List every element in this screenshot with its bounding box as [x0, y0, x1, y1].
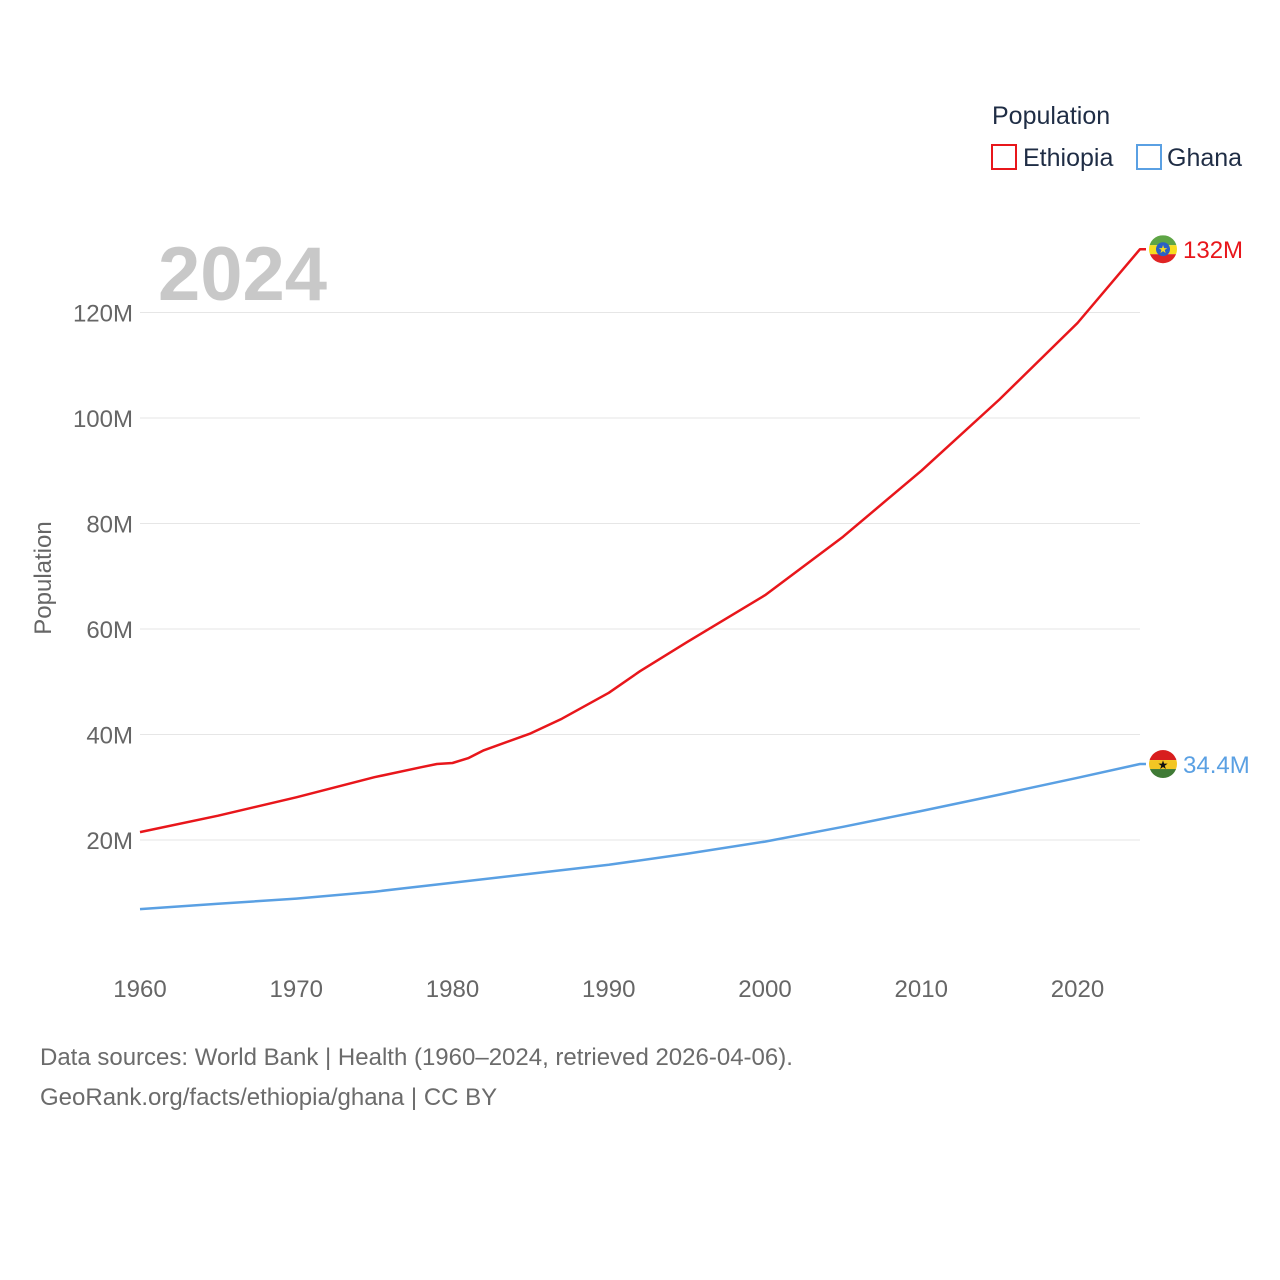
- data-sources-note: Data sources: World Bank | Health (1960–…: [40, 1044, 793, 1071]
- x-tick-label: 1990: [582, 976, 635, 1003]
- ghana-end-label: 34.4M: [1183, 752, 1250, 779]
- y-tick-label: 100M: [73, 406, 133, 433]
- year-label: 2024: [158, 232, 327, 317]
- ghana-series-line: [139, 762, 1146, 911]
- ethiopia-flag-icon: ★: [1149, 235, 1177, 264]
- credit-link[interactable]: GeoRank.org/facts/ethiopia/ghana | CC BY: [40, 1084, 498, 1111]
- x-tick-label: 1970: [270, 976, 323, 1003]
- svg-text:★: ★: [1158, 758, 1169, 772]
- x-tick-label: 1960: [113, 976, 166, 1003]
- ghana-flag-icon: ★: [1149, 750, 1177, 779]
- legend-label-ethiopia[interactable]: Ethiopia: [1023, 144, 1113, 172]
- y-tick-label: 20M: [86, 828, 133, 855]
- ethiopia-end-label: 132M: [1183, 237, 1243, 264]
- x-tick-label: 2020: [1051, 976, 1104, 1003]
- population-chart: 2024 20M 40M 60M 80M 100M 120M 1960 1970 1980 19…: [30, 102, 1250, 1003]
- legend: Population Ethiopia Ghana: [991, 102, 1242, 172]
- y-tick-label: 120M: [73, 301, 133, 328]
- ethiopia-series-line: [139, 247, 1146, 834]
- x-tick-label: 2000: [738, 976, 791, 1003]
- legend-swatch-ethiopia[interactable]: [991, 144, 1017, 170]
- legend-title: Population: [992, 102, 1110, 130]
- legend-label-ghana[interactable]: Ghana: [1167, 144, 1242, 172]
- y-tick-label: 60M: [86, 617, 133, 644]
- y-axis-label: Population: [30, 521, 57, 634]
- x-tick-label: 2010: [895, 976, 948, 1003]
- legend-swatch-ghana[interactable]: [1136, 144, 1162, 170]
- x-tick-label: 1980: [426, 976, 479, 1003]
- y-tick-label: 40M: [86, 723, 133, 750]
- y-tick-label: 80M: [86, 512, 133, 539]
- svg-text:★: ★: [1158, 244, 1168, 256]
